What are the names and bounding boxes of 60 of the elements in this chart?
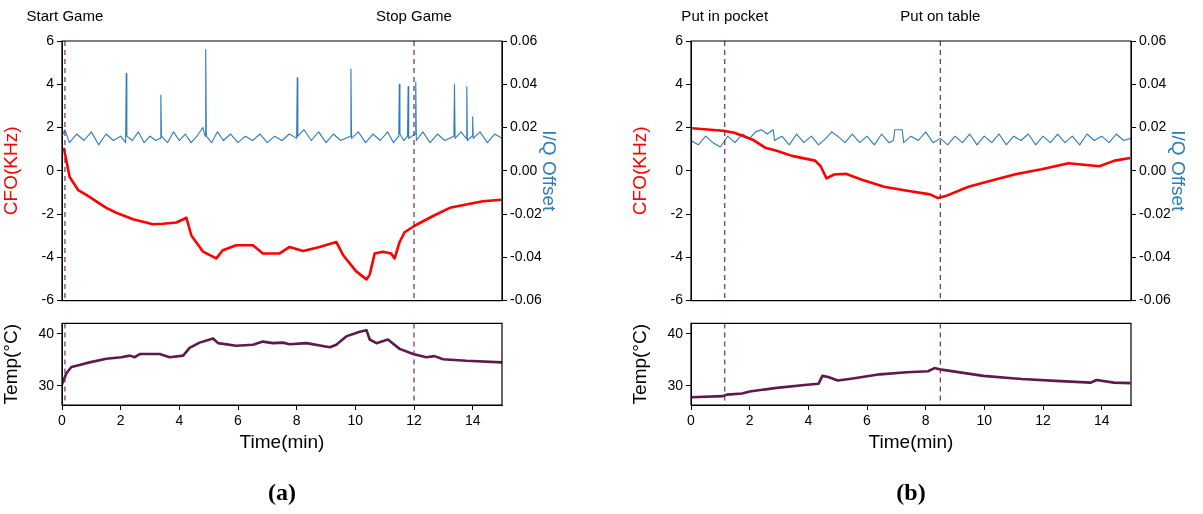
y-axis-title: CFO(KHz) xyxy=(628,126,650,216)
y2-tick-label: -0.04 xyxy=(510,248,543,265)
x-tick-label: 0 xyxy=(687,412,696,429)
y-tick-label: 4 xyxy=(675,75,684,92)
y-tick-label: 6 xyxy=(46,31,55,48)
x-tick-label: 2 xyxy=(745,412,754,429)
y-tick-label: 0 xyxy=(675,161,684,178)
x-tick-label: 4 xyxy=(175,412,184,429)
y-tick-label: 30 xyxy=(667,376,684,393)
y-tick-label: 0 xyxy=(46,161,55,178)
y2-tick-label: -0.04 xyxy=(1139,248,1172,265)
y2-tick-label: -0.06 xyxy=(1139,291,1172,308)
x-tick-label: 6 xyxy=(234,412,243,429)
ref-line-label: Put in pocket xyxy=(681,7,769,24)
x-tick-label: 12 xyxy=(1035,412,1051,429)
y-tick-label: 30 xyxy=(38,376,55,393)
ref-line-label: Start Game xyxy=(26,7,104,24)
y-axis-title: Temp(°C) xyxy=(628,323,650,405)
y2-tick-label: -0.02 xyxy=(1139,204,1172,221)
x-axis-title: Time(min) xyxy=(239,430,325,452)
x-tick-label: 2 xyxy=(116,412,125,429)
x-tick-label: 10 xyxy=(976,412,993,429)
y2-tick-label: 0.06 xyxy=(1139,31,1167,48)
y2-tick-label: 0.02 xyxy=(1139,118,1167,135)
y2-tick-label: 0.00 xyxy=(1139,161,1167,178)
x-axis-title: Time(min) xyxy=(868,430,954,452)
ref-line-label: Stop Game xyxy=(376,7,452,24)
x-tick-label: 14 xyxy=(464,412,481,429)
y-tick-label: -4 xyxy=(41,248,55,265)
x-tick-label: 0 xyxy=(58,412,67,429)
y-tick-label: 2 xyxy=(46,118,55,135)
x-tick-label: 12 xyxy=(406,412,422,429)
y2-tick-label: 0.00 xyxy=(510,161,538,178)
y2-tick-label: 0.04 xyxy=(1139,75,1167,92)
y-tick-label: -2 xyxy=(670,204,684,221)
y-tick-label: 40 xyxy=(667,324,684,341)
y-tick-label: 4 xyxy=(46,75,55,92)
y2-tick-label: -0.06 xyxy=(510,291,543,308)
x-tick-label: 10 xyxy=(347,412,364,429)
x-tick-label: 4 xyxy=(804,412,813,429)
x-tick-label: 6 xyxy=(863,412,872,429)
ref-line-label: Put on table xyxy=(900,7,981,24)
text: (b) xyxy=(896,479,926,505)
y2-tick-label: 0.02 xyxy=(510,118,538,135)
x-tick-label: 8 xyxy=(292,412,301,429)
y-axis-title: CFO(KHz) xyxy=(0,126,21,216)
y-tick-label: -6 xyxy=(41,291,55,308)
y-tick-label: -2 xyxy=(41,204,55,221)
y2-tick-label: 0.04 xyxy=(510,75,538,92)
y-tick-label: -6 xyxy=(670,291,684,308)
text: (a) xyxy=(268,479,296,505)
y-tick-label: -4 xyxy=(670,248,684,265)
x-tick-label: 14 xyxy=(1093,412,1110,429)
y-axis-title: Temp(°C) xyxy=(0,323,21,405)
x-tick-label: 8 xyxy=(921,412,930,429)
y2-tick-label: 0.06 xyxy=(510,31,538,48)
y-tick-label: 40 xyxy=(38,324,55,341)
y2-tick-label: -0.02 xyxy=(510,204,543,221)
y-tick-label: 6 xyxy=(675,31,684,48)
y-tick-label: 2 xyxy=(675,118,684,135)
